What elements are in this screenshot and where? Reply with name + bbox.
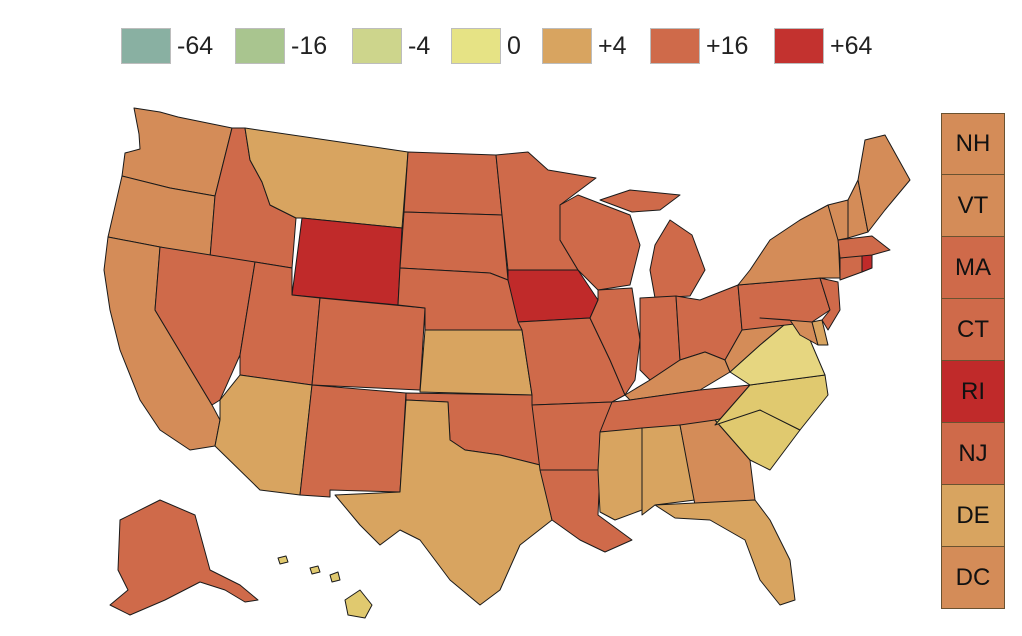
state-az[interactable] <box>214 374 313 496</box>
legend-swatch <box>235 28 285 64</box>
legend-swatch <box>774 28 824 64</box>
state-ct[interactable] <box>839 254 863 281</box>
state-fl[interactable] <box>654 499 796 606</box>
state-me[interactable] <box>857 134 911 233</box>
legend-item: 0 <box>451 27 521 65</box>
state-box-nh[interactable]: NH <box>941 113 1005 175</box>
state-ri[interactable] <box>861 254 873 273</box>
state-box-nj[interactable]: NJ <box>941 423 1005 485</box>
state-box-ct[interactable]: CT <box>941 299 1005 361</box>
legend-label: +64 <box>830 31 873 60</box>
state-box-label: NH <box>955 130 991 157</box>
state-tx[interactable] <box>334 399 553 606</box>
state-md[interactable] <box>759 317 819 346</box>
state-ks[interactable] <box>419 329 533 396</box>
state-box-dc[interactable]: DC <box>941 547 1005 609</box>
legend-swatch <box>121 28 171 64</box>
state-box-label: VT <box>957 191 989 219</box>
state-ak[interactable] <box>109 499 259 616</box>
legend-label: +4 <box>598 31 627 60</box>
state-co[interactable] <box>311 297 426 391</box>
legend-swatch <box>650 28 700 64</box>
state-ms[interactable] <box>597 427 643 521</box>
state-box-label: RI <box>961 377 985 405</box>
state-box-ma[interactable]: MA <box>941 237 1005 299</box>
state-ny[interactable] <box>737 204 841 286</box>
state-box-label: DE <box>956 501 990 529</box>
state-box-label: CT <box>957 315 989 343</box>
state-wy[interactable] <box>291 217 403 306</box>
state-ga[interactable] <box>679 419 756 506</box>
legend-label: +16 <box>706 31 749 60</box>
state-box-label: MA <box>955 253 991 281</box>
state-box-de[interactable]: DE <box>941 485 1005 547</box>
legend-item: -16 <box>235 27 327 65</box>
legend-item: -4 <box>352 27 430 65</box>
legend: -64 -16 -4 0 +4 +16 +64 <box>0 0 1022 90</box>
legend-label: 0 <box>507 31 521 60</box>
state-nm[interactable] <box>299 384 407 498</box>
state-box-vt[interactable]: VT <box>941 175 1005 237</box>
state-mi[interactable] <box>599 189 706 299</box>
state-al[interactable] <box>641 424 696 516</box>
state-box-ri[interactable]: RI <box>941 361 1005 423</box>
legend-item: +16 <box>650 27 748 65</box>
state-ma[interactable] <box>837 235 891 259</box>
legend-swatch <box>451 28 501 64</box>
legend-item: +64 <box>774 27 872 65</box>
state-nd[interactable] <box>403 151 503 216</box>
legend-label: -64 <box>177 31 214 60</box>
legend-swatch <box>352 28 402 64</box>
legend-item: -64 <box>121 27 213 65</box>
state-nj[interactable] <box>819 277 841 331</box>
state-wi[interactable] <box>559 194 641 291</box>
state-box-label: DC <box>955 563 991 591</box>
state-ia[interactable] <box>507 269 599 323</box>
state-de[interactable] <box>811 319 829 346</box>
state-box-label: NJ <box>958 439 988 467</box>
small-states-boxes: NH VT MA CT RI NJ DE DC <box>941 113 1005 609</box>
legend-label: -4 <box>408 31 431 60</box>
legend-swatch <box>542 28 592 64</box>
legend-label: -16 <box>291 31 328 60</box>
legend-item: +4 <box>542 27 627 65</box>
state-hi[interactable] <box>277 555 373 619</box>
